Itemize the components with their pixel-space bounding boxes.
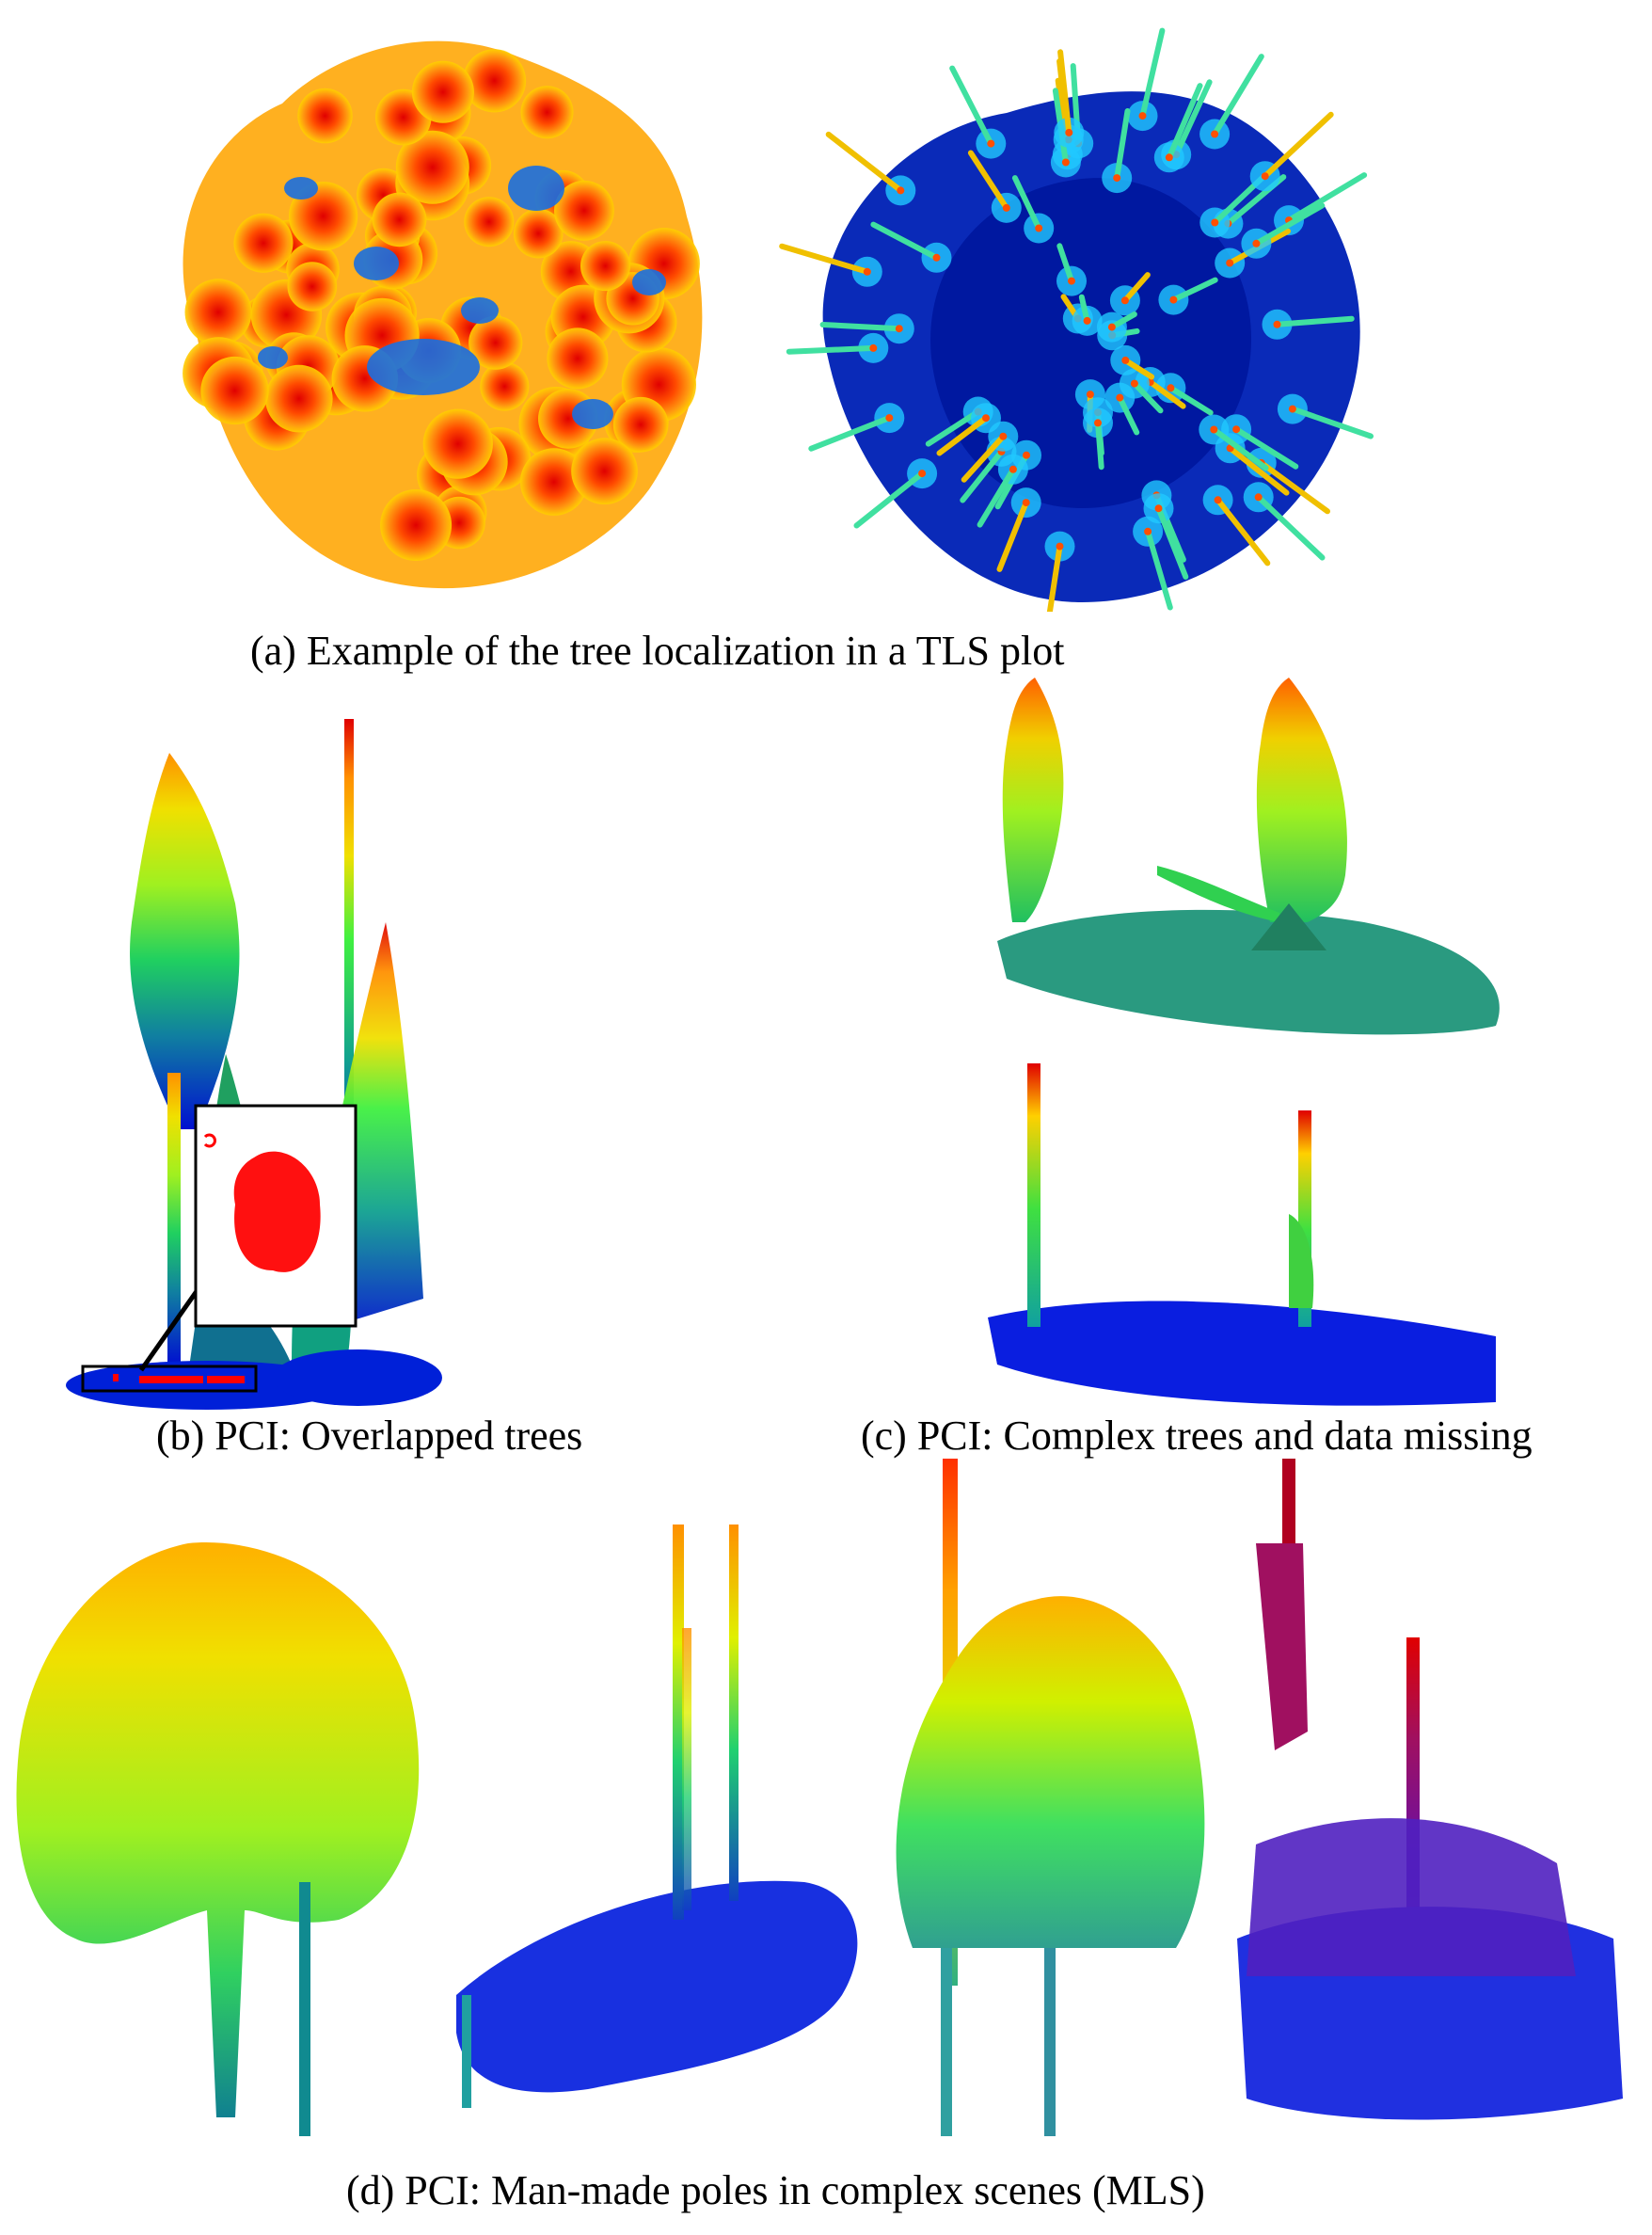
tree-location-marker — [1127, 27, 1166, 132]
tree-location-marker — [779, 243, 882, 287]
tree-location-marker — [1158, 277, 1218, 315]
tree-crown — [265, 364, 333, 433]
panel-c-complex-trees — [969, 668, 1515, 1063]
tree-crown — [200, 356, 269, 425]
tree-crown — [233, 213, 294, 273]
caption-a: (a) Example of the tree localization in … — [250, 628, 1065, 674]
tree-location-marker — [967, 150, 1022, 223]
tree-crown — [480, 361, 530, 411]
zoom-red-cluster — [233, 1151, 321, 1272]
tree-location-marker — [808, 403, 905, 452]
localization-point-cloud — [779, 27, 1374, 612]
tree-location-marker — [819, 313, 914, 344]
tree-location-marker — [1044, 531, 1075, 612]
tree-crown — [464, 197, 515, 247]
tree-location-marker — [1262, 309, 1355, 340]
pole-beside-tree-point-cloud — [896, 1459, 1205, 2136]
panel-d-pole-example-2 — [447, 1506, 870, 2146]
caption-d: (d) PCI: Man-made poles in complex scene… — [346, 2167, 1205, 2213]
tree-location-marker — [853, 458, 938, 529]
tree-crown — [395, 130, 469, 204]
tree-crown — [462, 49, 527, 113]
panel-d-pole-example-3 — [875, 1449, 1214, 2146]
tree-location-marker — [1199, 54, 1264, 150]
tree-location-marker — [1249, 111, 1334, 192]
tree-crown — [411, 60, 474, 123]
tree-crown — [380, 489, 453, 561]
tree-location-marker — [870, 221, 952, 273]
tree-location-marker — [1133, 516, 1173, 611]
tree-with-pole-point-cloud — [16, 1542, 420, 2136]
tree-location-marker — [1143, 493, 1189, 580]
caption-b: (b) PCI: Overlapped trees — [156, 1413, 583, 1459]
panel-b-overlapped-trees — [66, 715, 668, 1412]
tree-crown — [184, 279, 252, 346]
tree-crown — [554, 180, 614, 241]
tree-location-marker — [1104, 382, 1140, 436]
tree-crown — [520, 86, 574, 139]
panel-a-tree-localization — [743, 0, 1421, 612]
complex-trees-point-cloud — [997, 678, 1500, 1035]
tree-location-marker — [786, 332, 889, 363]
tree-crown — [372, 192, 427, 247]
panel-d-pole-example-1 — [0, 1506, 442, 2146]
tree-crown — [520, 448, 588, 516]
tree-crown — [571, 438, 638, 504]
tree-crown — [513, 208, 564, 259]
tree-location-marker — [1096, 311, 1137, 343]
poles-under-canopy-point-cloud — [456, 1525, 858, 2108]
tree-location-marker — [1102, 108, 1133, 194]
panel-a-canopy-top-view — [141, 0, 724, 612]
tree-crown — [547, 327, 609, 390]
tree-location-marker — [1110, 344, 1155, 380]
data-missing-point-cloud — [988, 1063, 1496, 1406]
tree-location-marker — [1056, 243, 1087, 296]
tree-crown — [612, 396, 669, 453]
overlapped-trees-point-cloud — [66, 719, 442, 1410]
tree-location-marker — [1199, 414, 1269, 471]
caption-c: (c) PCI: Complex trees and data missing — [861, 1413, 1533, 1459]
tree-crown — [287, 262, 338, 311]
tree-crown — [469, 315, 523, 370]
tree-location-marker — [825, 131, 916, 206]
tree-location-marker — [936, 403, 1001, 456]
tree-crown — [297, 88, 353, 144]
pole-in-vegetation-point-cloud — [1237, 1459, 1623, 2120]
canopy-point-cloud — [183, 40, 703, 589]
tree-location-marker — [1153, 83, 1203, 173]
tree-location-marker — [1011, 175, 1055, 244]
tree-location-marker — [1083, 407, 1113, 471]
tree-location-marker — [1054, 49, 1085, 148]
panel-c-data-missing — [969, 1054, 1515, 1421]
tree-location-marker — [1243, 482, 1326, 561]
tree-location-marker — [1241, 202, 1326, 259]
tree-location-marker — [1277, 393, 1374, 439]
tree-location-marker — [961, 421, 1019, 483]
tree-crown — [580, 241, 630, 292]
panel-d-pole-example-4 — [1218, 1449, 1632, 2146]
tree-location-marker — [1202, 485, 1271, 567]
tree-location-marker — [1109, 272, 1151, 316]
tree-location-marker — [996, 487, 1041, 572]
tree-location-marker — [949, 65, 1007, 159]
tree-crown — [422, 408, 493, 479]
tree-location-marker — [1072, 294, 1103, 336]
